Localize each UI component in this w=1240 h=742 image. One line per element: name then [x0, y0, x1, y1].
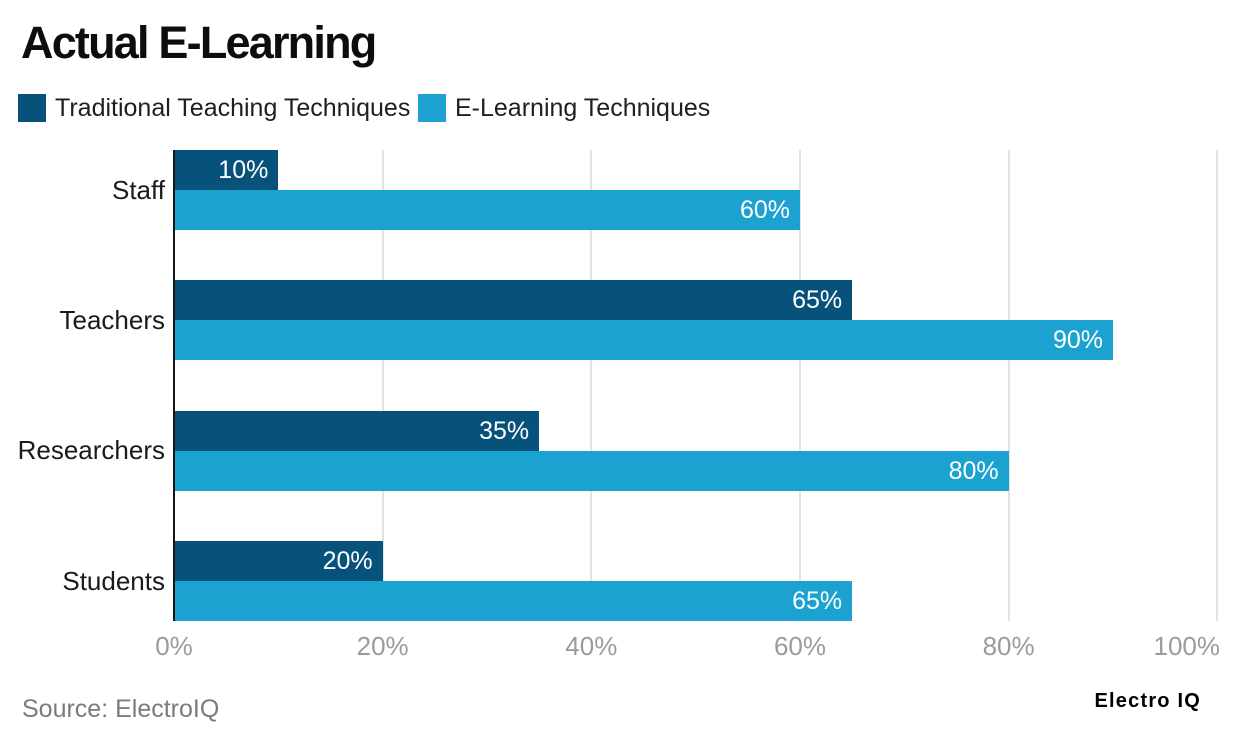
gridline — [590, 150, 593, 621]
x-tick-label: 60% — [773, 631, 826, 661]
legend-swatch-icon — [418, 94, 446, 122]
bar-elearning — [175, 320, 1113, 361]
bar-value-label: 90% — [1052, 326, 1103, 355]
chart-title: Actual E-Learning — [21, 17, 377, 68]
brand-logo: Electro IQ — [1094, 690, 1201, 712]
x-tick-label: 40% — [565, 631, 618, 661]
category-label: Staff — [111, 174, 165, 205]
bar-traditional — [175, 410, 540, 451]
bar-elearning — [175, 450, 1009, 491]
category-label: Researchers — [17, 435, 165, 466]
gridline — [1216, 150, 1219, 621]
legend-item-traditional: Traditional Teaching Techniques — [18, 94, 410, 122]
legend-label: E-Learning Techniques — [455, 94, 711, 122]
bar-value-label: 65% — [792, 286, 843, 315]
category-label: Students — [62, 565, 165, 596]
bar-traditional — [175, 150, 279, 190]
x-tick-label: 20% — [356, 631, 409, 661]
bar-traditional — [175, 280, 853, 321]
x-tick-label: 80% — [982, 631, 1035, 661]
bar-value-label: 10% — [218, 156, 269, 184]
x-tick-label: 0% — [155, 631, 193, 661]
legend-item-elearning: E-Learning Techniques — [418, 94, 710, 122]
y-axis-line — [173, 150, 175, 621]
bar-elearning — [175, 190, 800, 230]
bar-value-label: 80% — [948, 456, 999, 485]
bar-value-label: 65% — [792, 587, 843, 616]
gridline — [381, 150, 384, 621]
gridline — [1007, 150, 1010, 621]
gridline — [798, 150, 801, 621]
bar-value-label: 20% — [322, 547, 373, 576]
bar-value-label: 35% — [479, 416, 530, 445]
category-label: Teachers — [59, 304, 166, 335]
legend: Traditional Teaching Techniques E-Learnin… — [18, 94, 1218, 122]
bar-traditional — [175, 541, 383, 582]
bar-elearning — [175, 581, 853, 622]
legend-label: Traditional Teaching Techniques — [55, 94, 411, 122]
source-note: Source: ElectroIQ — [22, 695, 220, 723]
bar-value-label: 60% — [739, 196, 790, 224]
x-tick-label: 100% — [1153, 631, 1221, 661]
legend-swatch-icon — [18, 94, 46, 122]
